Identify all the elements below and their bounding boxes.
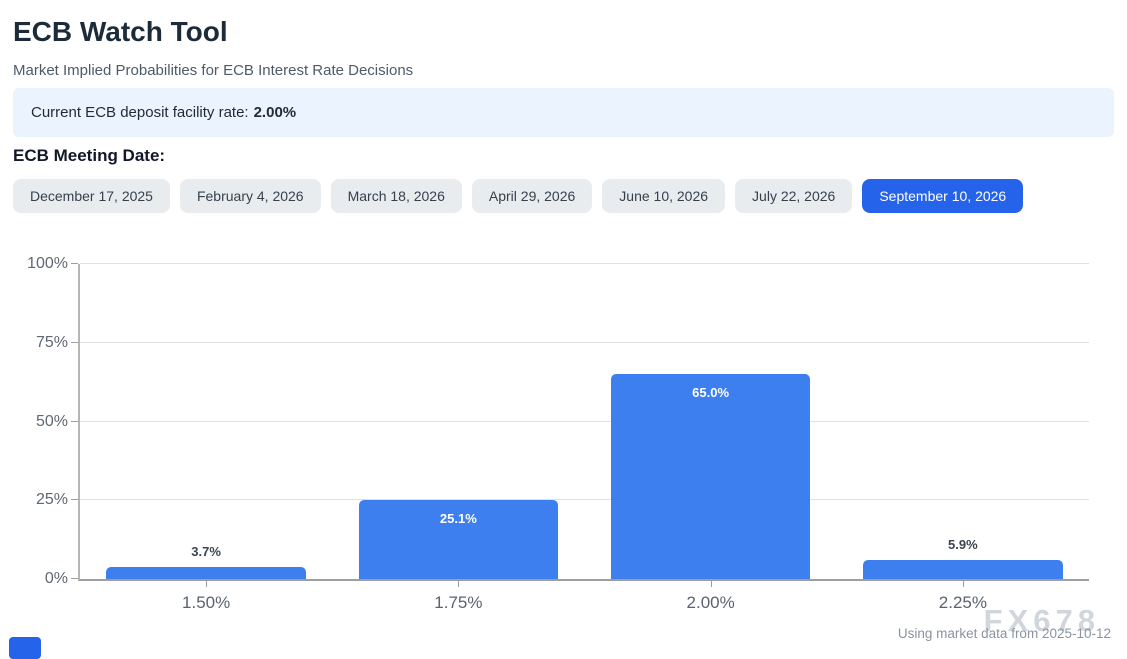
current-rate-label: Current ECB deposit facility rate: — [31, 104, 249, 122]
plot-area: 0% 25% 50% 75% 100% 3.7% 1.50% 25.1% 1.75% 65.0% 2… — [27, 255, 1089, 612]
bar-2.25%[interactable] — [863, 560, 1063, 579]
x-axis-label-1.75%: 1.75% — [434, 593, 483, 612]
x-axis-tick-1.50% — [206, 581, 208, 587]
meeting-date-button-3[interactable]: April 29, 2026 — [471, 179, 593, 214]
meeting-date-button-4[interactable]: June 10, 2026 — [602, 179, 726, 214]
page-title: ECB Watch Tool — [13, 16, 228, 47]
bar-band-2.25%: 5.9% 2.25% — [837, 264, 1089, 612]
y-axis-tick-75% — [71, 341, 78, 343]
bar-value-label-1.75%: 25.1% — [439, 510, 477, 526]
x-axis-label-2.00%: 2.00% — [686, 593, 735, 612]
y-axis-tick-0% — [71, 578, 78, 579]
y-axis-tick-25% — [71, 499, 78, 501]
current-rate-value: 2.00% — [253, 104, 297, 122]
bar-band-1.50%: 3.7% 1.50% — [80, 264, 332, 612]
x-axis-tick-2.25% — [962, 581, 964, 587]
data-source-note: Using market data from 2025-10-12 — [897, 626, 1111, 641]
x-axis-tick-2.00% — [710, 581, 712, 587]
y-axis-tick-100% — [71, 263, 78, 264]
page: ECB Watch Tool Market Implied Probabilit… — [0, 0, 1127, 214]
y-axis-label-100%: 100% — [27, 255, 68, 272]
y-axis-label-50%: 50% — [35, 412, 68, 430]
bar-value-label-2.00%: 65.0% — [692, 385, 730, 401]
gridline-50% — [80, 420, 1089, 422]
gridline-100% — [80, 263, 1089, 264]
probability-chart: 0% 25% 50% 75% 100% 3.7% 1.50% 25.1% 1.75% 65.0% 2… — [0, 250, 1127, 630]
bar-1.75%[interactable]: 25.1% — [358, 499, 558, 579]
y-axis-label-25%: 25% — [35, 491, 68, 509]
meeting-date-button-5[interactable]: July 22, 2026 — [735, 179, 853, 214]
gridline-75% — [80, 341, 1089, 343]
meeting-date-button-2[interactable]: March 18, 2026 — [330, 179, 462, 214]
x-axis-tick-1.75% — [458, 581, 460, 587]
bar-band-1.75%: 25.1% 1.75% — [332, 264, 584, 612]
page-subtitle: Market Implied Probabilities for ECB Int… — [13, 62, 414, 80]
x-axis-label-2.25%: 2.25% — [938, 593, 987, 612]
x-axis-label-1.50%: 1.50% — [182, 593, 231, 612]
y-axis-tick-50% — [71, 420, 78, 422]
y-axis-label-75%: 75% — [35, 333, 68, 351]
y-axis-label-0%: 0% — [44, 570, 68, 587]
bar-value-label-1.50%: 3.7% — [191, 544, 221, 560]
bar-value-label-2.25%: 5.9% — [948, 537, 978, 553]
bar-1.50%[interactable] — [106, 567, 306, 579]
current-rate-banner: Current ECB deposit facility rate: 2.00% — [13, 88, 1114, 138]
bar-2.00%[interactable]: 65.0% — [610, 374, 811, 579]
bar-band-2.00%: 65.0% 2.00% — [585, 264, 837, 612]
meeting-date-button-0[interactable]: December 17, 2025 — [13, 179, 170, 214]
meeting-date-button-6[interactable]: September 10, 2026 — [862, 179, 1024, 214]
meeting-date-buttons: December 17, 2025 February 4, 2026 March 1… — [13, 179, 1114, 214]
meeting-date-button-1[interactable]: February 4, 2026 — [179, 179, 321, 214]
gridline-25% — [80, 499, 1089, 501]
clipped-blue-element — [9, 637, 41, 659]
meeting-date-heading: ECB Meeting Date: — [13, 146, 166, 166]
watermark: FX678 — [983, 603, 1100, 638]
